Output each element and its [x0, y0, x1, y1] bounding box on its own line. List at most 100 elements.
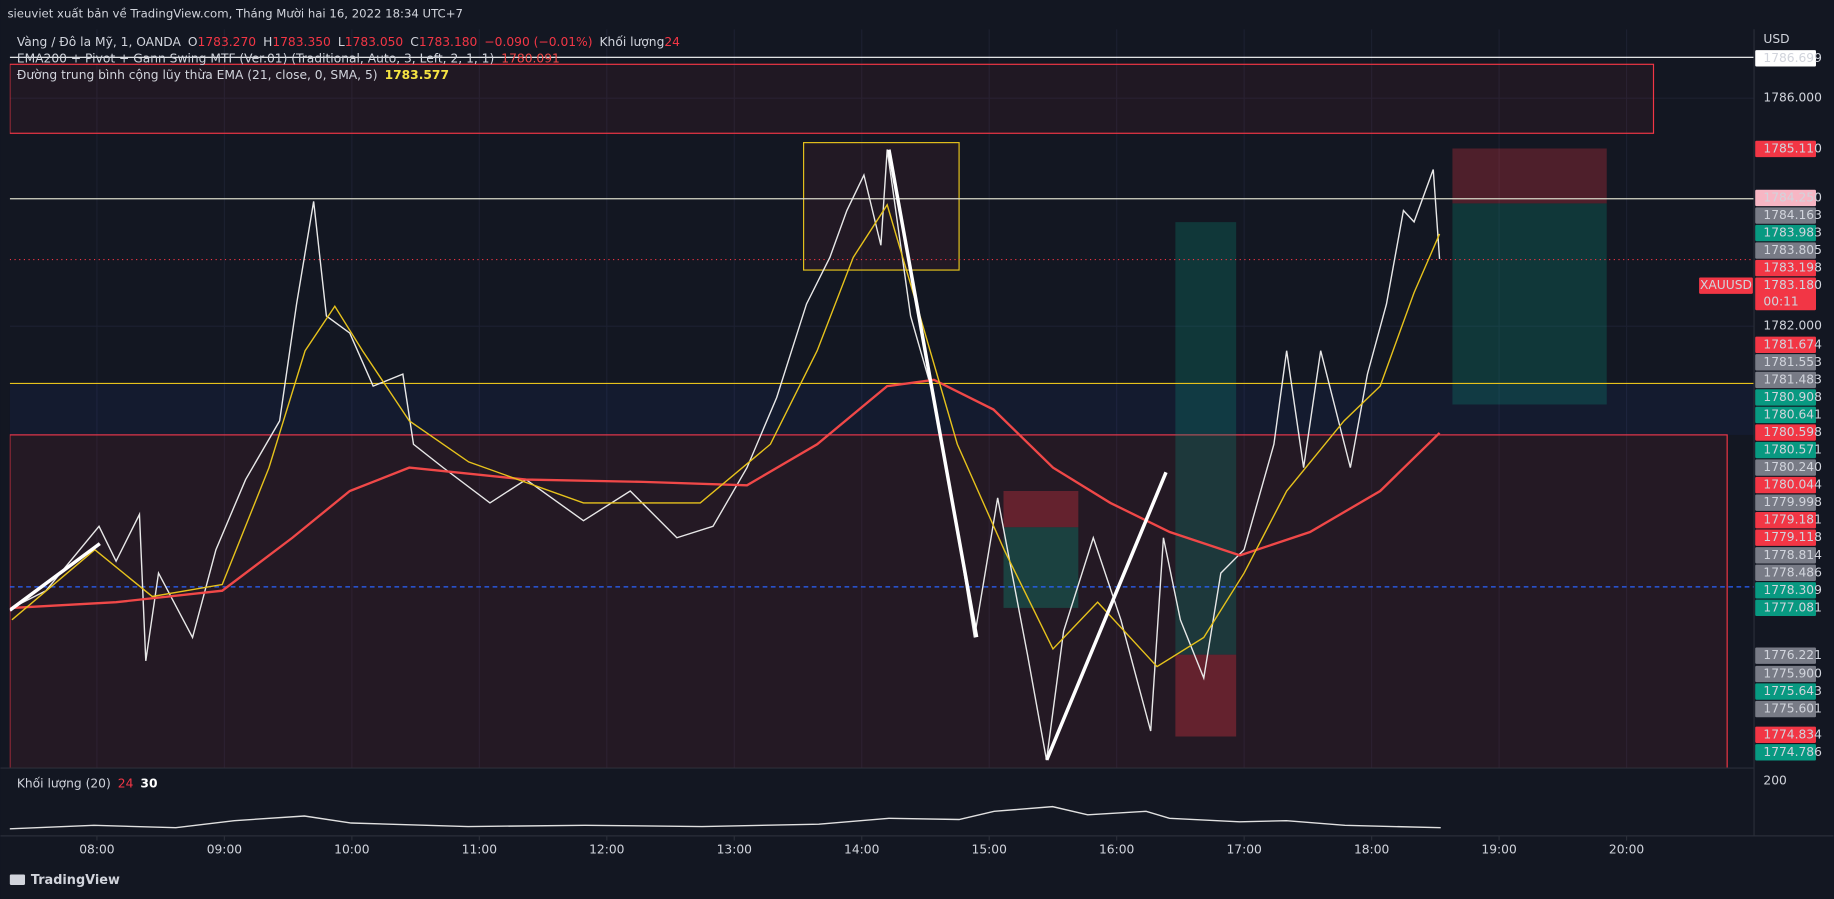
- symbol: Vàng / Đô la Mỹ, 1, OANDA: [17, 35, 182, 49]
- drawings: [9, 56, 1755, 769]
- ohlc-key: L: [338, 35, 345, 49]
- price-label-box: [1755, 224, 1816, 242]
- price-label-box: [1755, 683, 1816, 700]
- price-label-box: [1755, 476, 1816, 494]
- volume-axis-label: 200: [1763, 773, 1786, 787]
- price-label: 1780.598: [1763, 425, 1822, 439]
- indicator-value: 1780.091: [501, 51, 560, 65]
- volume-value: 24: [118, 776, 134, 790]
- zigzag-line: [1045, 471, 1168, 761]
- price-label: 1784.163: [1763, 208, 1822, 222]
- ohlc-key: C: [410, 35, 419, 49]
- volume-ma-line: [9, 805, 1441, 830]
- price-label-box: [1755, 494, 1816, 511]
- short-target-2: [1452, 203, 1607, 405]
- price-label: 1775.601: [1763, 702, 1822, 716]
- ohlc-value: 1783.050: [345, 35, 404, 49]
- price-label: 1784.250: [1763, 190, 1822, 204]
- price-label-box: [1755, 700, 1816, 718]
- price-label-box: [1755, 189, 1816, 207]
- price-label: 1783.198: [1763, 261, 1822, 275]
- price-label: 1780.571: [1763, 443, 1822, 457]
- x-tick-label: 17:00: [1226, 842, 1261, 856]
- price-label-box: [1755, 547, 1816, 564]
- zigzag-line: [9, 542, 101, 612]
- change: −0.090 (−0.01%): [484, 35, 592, 49]
- price-label-box: [1755, 564, 1816, 581]
- price-label: 1785.110: [1763, 141, 1822, 155]
- ohlc-value: 1783.350: [272, 35, 331, 49]
- zone-top: [9, 63, 1655, 134]
- price-label-box: [1755, 647, 1816, 664]
- short-stop-2: [1452, 148, 1607, 204]
- x-tick-label: 08:00: [79, 842, 114, 856]
- x-tick-label: 15:00: [972, 842, 1007, 856]
- x-tick-label: 11:00: [462, 842, 497, 856]
- price-label: 1774.834: [1763, 727, 1822, 741]
- price-line: [11, 149, 1441, 761]
- price-label: 1779.118: [1763, 530, 1822, 544]
- ohlc-value: 1783.180: [419, 35, 478, 49]
- price-label-box: [1755, 744, 1816, 761]
- x-tick-label: 16:00: [1099, 842, 1134, 856]
- ohlc: O1783.270 H1783.350 L1783.050 C1783.180: [188, 35, 477, 49]
- volume-legend: Khối lượng (20) 24 30: [17, 776, 158, 790]
- price-label-box: [1755, 371, 1816, 389]
- volume-name: Khối lượng (20): [17, 776, 111, 790]
- symbol-label: XAUUSD: [1700, 278, 1752, 292]
- price-label: 1780.908: [1763, 390, 1822, 404]
- last-price-label: 1783.180: [1763, 278, 1822, 292]
- volume-value: 24: [664, 35, 680, 49]
- price-label-box: [1755, 665, 1816, 683]
- zone: [9, 434, 1728, 769]
- price-label-box: [1755, 599, 1816, 617]
- price-label: 1780.240: [1763, 460, 1822, 474]
- price-label-box: [1755, 441, 1816, 459]
- price-label-box: [1755, 582, 1816, 599]
- price-label-box: [1755, 424, 1816, 441]
- price-label: 1776.221: [1763, 648, 1822, 662]
- countdown: 00:11: [1763, 295, 1798, 309]
- price-label: 1778.486: [1763, 565, 1822, 579]
- price-line: [11, 378, 1441, 610]
- x-tick-label: 09:00: [207, 842, 242, 856]
- price-label: 1775.643: [1763, 684, 1822, 698]
- price-label: 1783.983: [1763, 226, 1822, 240]
- price-label-box: [1755, 140, 1816, 158]
- price-label: 1777.081: [1763, 600, 1822, 614]
- price-label: 1780.641: [1763, 407, 1822, 421]
- x-tick-label: 14:00: [844, 842, 879, 856]
- indicator-name: Đường trung bình cộng lũy thừa EMA (21, …: [17, 67, 378, 81]
- zigzag-line: [887, 149, 979, 638]
- short-stop: [1003, 491, 1079, 528]
- box: [803, 142, 960, 271]
- price-label: 1786.699: [1763, 51, 1822, 65]
- price-label: 1778.814: [1763, 548, 1822, 562]
- price-label: 1781.674: [1763, 337, 1822, 351]
- currency: USD: [1763, 32, 1789, 46]
- price-label-box: [1755, 726, 1816, 743]
- logo: TradingView: [9, 873, 120, 888]
- price-label: 1780.044: [1763, 478, 1822, 492]
- axes: 08:00 09:00 10:00 11:00 12:00 13:00 14:00 15:00…: [79, 50, 1822, 856]
- price-label: 1774.786: [1763, 745, 1822, 759]
- price-line: [11, 203, 1441, 668]
- x-tick-label: 13:00: [717, 842, 752, 856]
- x-tick-label: 18:00: [1354, 842, 1389, 856]
- symbol-tag: [1699, 277, 1753, 294]
- legend-ema21: Đường trung bình cộng lũy thừa EMA (21, …: [17, 67, 449, 81]
- band: [9, 383, 1755, 435]
- price-label: 1783.805: [1763, 243, 1822, 257]
- price-label: 1778.309: [1763, 583, 1822, 597]
- price-label-box: [1755, 389, 1816, 406]
- x-tick-label: 10:00: [334, 842, 369, 856]
- last-price-box: [1755, 277, 1816, 311]
- header: sieuviet xuất bản về TradingView.com, Th…: [7, 7, 463, 21]
- ohlc-key: O: [188, 35, 198, 49]
- price-label-box: [1755, 529, 1816, 546]
- price-label: 1781.483: [1763, 372, 1822, 386]
- x-tick-label: 20:00: [1609, 842, 1644, 856]
